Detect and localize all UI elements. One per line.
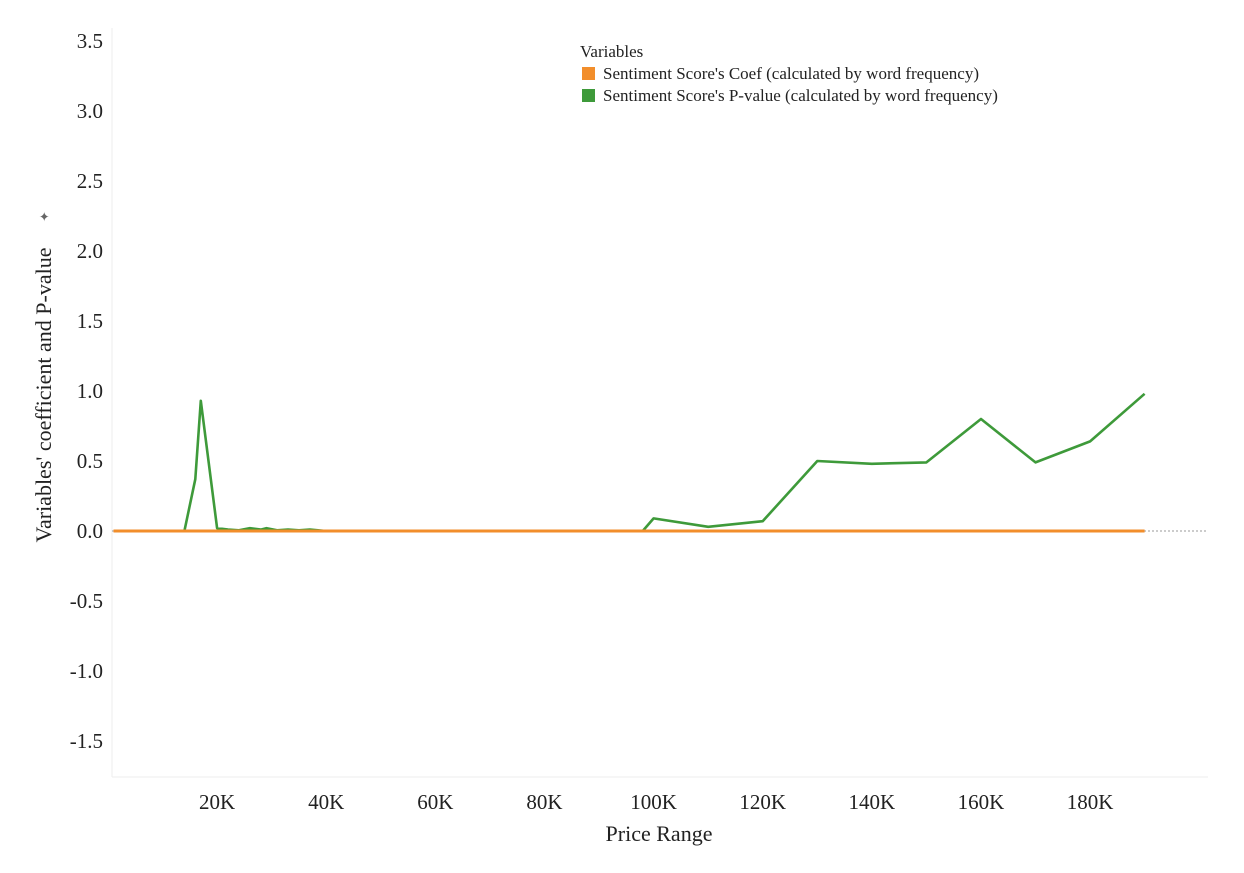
- y-tick-label: 2.5: [77, 169, 103, 193]
- y-tick-label: 2.0: [77, 239, 103, 263]
- x-tick-label: 140K: [849, 790, 896, 814]
- series-lines: [113, 392, 1146, 533]
- x-tick-label: 120K: [739, 790, 786, 814]
- y-axis-label: Variables' coefficient and P-value: [31, 248, 56, 543]
- x-tick-label: 20K: [199, 790, 235, 814]
- legend-label-pvalue[interactable]: Sentiment Score's P-value (calculated by…: [603, 86, 998, 105]
- x-axis-label: Price Range: [606, 821, 713, 846]
- y-tick-label: 1.5: [77, 309, 103, 333]
- x-tick-label: 60K: [417, 790, 453, 814]
- y-tick-label: 3.5: [77, 29, 103, 53]
- legend-swatch-pvalue: [582, 89, 595, 102]
- y-tick-label: 0.5: [77, 449, 103, 473]
- y-tick-label: 3.0: [77, 99, 103, 123]
- legend-title: Variables: [580, 42, 643, 61]
- legend-swatch-coef: [582, 67, 595, 80]
- y-tick-label: -1.5: [70, 729, 103, 753]
- axes: 3.5 3.0 2.5 2.0 1.5 1.0 0.5 0.0 -0.5 -1.0 -1.5 20K 4…: [70, 28, 1208, 814]
- x-tick-label: 100K: [630, 790, 677, 814]
- x-tick-label: 160K: [958, 790, 1005, 814]
- x-tick-label: 80K: [526, 790, 562, 814]
- pin-icon[interactable]: ✦: [37, 211, 52, 222]
- legend-label-coef[interactable]: Sentiment Score's Coef (calculated by wo…: [603, 64, 979, 83]
- series-line-pvalue: [113, 392, 1146, 533]
- x-tick-label: 180K: [1067, 790, 1114, 814]
- y-tick-label: 1.0: [77, 379, 103, 403]
- y-tick-label: 0.0: [77, 519, 103, 543]
- x-tick-label: 40K: [308, 790, 344, 814]
- y-tick-label: -1.0: [70, 659, 103, 683]
- y-tick-label: -0.5: [70, 589, 103, 613]
- legend[interactable]: Variables Sentiment Score's Coef (calcul…: [580, 42, 998, 105]
